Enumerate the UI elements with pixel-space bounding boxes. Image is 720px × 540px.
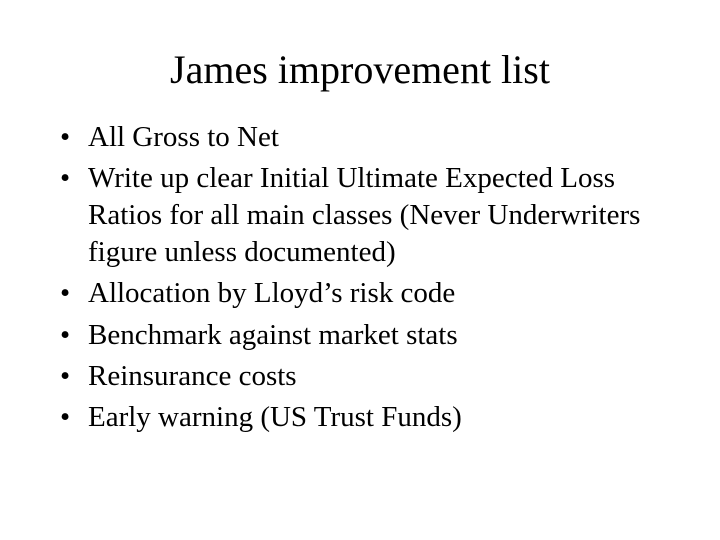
bullet-list: All Gross to Net Write up clear Initial … xyxy=(48,119,672,436)
slide: James improvement list All Gross to Net … xyxy=(0,0,720,540)
list-item: Early warning (US Trust Funds) xyxy=(54,399,672,436)
list-item: Benchmark against market stats xyxy=(54,317,672,354)
slide-title: James improvement list xyxy=(48,46,672,93)
list-item: Allocation by Lloyd’s risk code xyxy=(54,275,672,312)
list-item: All Gross to Net xyxy=(54,119,672,156)
list-item: Reinsurance costs xyxy=(54,358,672,395)
list-item: Write up clear Initial Ultimate Expected… xyxy=(54,160,672,271)
